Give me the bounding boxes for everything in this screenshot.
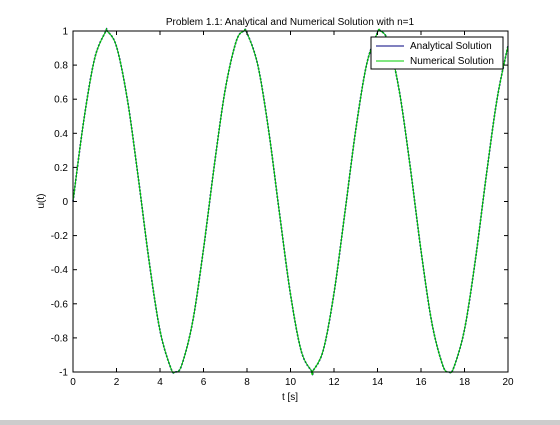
x-tick-label: 2	[114, 377, 120, 388]
plot-area	[73, 31, 508, 372]
x-tick-label: 20	[502, 377, 514, 388]
x-tick-label: 4	[157, 377, 163, 388]
x-tick-label: 8	[244, 377, 250, 388]
legend-label-analytical: Analytical Solution	[410, 41, 492, 52]
x-tick-label: 12	[328, 377, 340, 388]
y-tick-label: -0.8	[51, 333, 69, 344]
x-tick-label: 10	[285, 377, 297, 388]
y-tick-label: 1	[62, 27, 68, 38]
y-tick-label: 0	[62, 197, 68, 208]
chart-title: Problem 1.1: Analytical and Numerical So…	[166, 17, 415, 28]
y-tick-label: 0.8	[54, 61, 68, 72]
series-layer	[72, 27, 509, 376]
y-tick-label: -1	[59, 368, 68, 379]
y-tick-label: -0.6	[51, 299, 69, 310]
x-axis-label: t [s]	[282, 392, 298, 403]
series-line-numerical	[72, 28, 509, 376]
legend: Analytical Solution Numerical Solution	[370, 36, 504, 70]
x-tick-label: 18	[459, 377, 471, 388]
y-axis-label: u(t)	[36, 194, 47, 209]
y-tick-label: -0.2	[51, 231, 69, 242]
ticks-layer: 0 2 4 6 8 10 12 14 16 18 20 -1 -0.8 -0.6 -0.4 -0.2 0 0.2 0…	[51, 27, 514, 389]
x-tick-label: 0	[70, 377, 76, 388]
legend-label-numerical: Numerical Solution	[410, 56, 494, 67]
y-tick-label: 0.4	[54, 129, 68, 140]
y-tick-label: -0.4	[51, 265, 69, 276]
x-tick-label: 6	[201, 377, 207, 388]
legend-box	[370, 36, 504, 70]
y-tick-label: 0.6	[54, 95, 68, 106]
y-tick-label: 0.2	[54, 163, 68, 174]
x-tick-label: 14	[372, 377, 384, 388]
x-tick-label: 16	[415, 377, 427, 388]
